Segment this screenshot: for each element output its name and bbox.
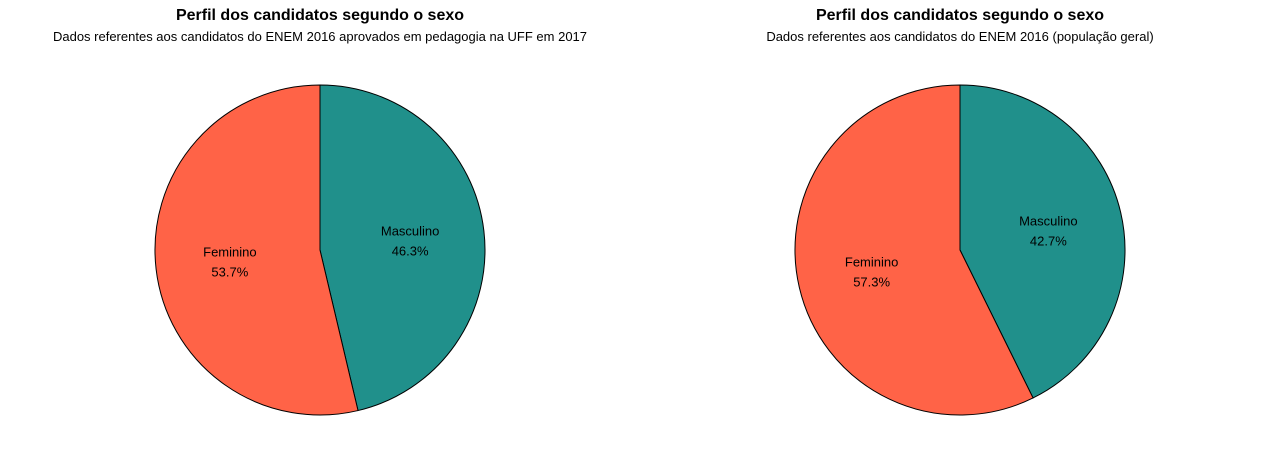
chart-subtitle: Dados referentes aos candidatos do ENEM …: [52, 29, 588, 44]
chart-title: Perfil dos candidatos segundo o sexo: [815, 7, 1105, 24]
pie-slice-feminino: [154, 84, 359, 416]
pie-plot: Masculino 46.3% Feminino 53.7%: [154, 84, 486, 416]
slice-label: Feminino: [203, 245, 256, 260]
slice-percent: 42.7%: [1030, 233, 1067, 248]
pie-chart-uff-pedagogia: Perfil dos candidatos segundo o sexo Dad…: [52, 7, 588, 416]
pie-chart-enem-geral: Perfil dos candidatos segundo o sexo Dad…: [640, 0, 1280, 457]
slice-label: Feminino: [845, 255, 898, 270]
slice-label: Masculino: [381, 223, 440, 238]
chart-subtitle: Dados referentes aos candidatos do ENEM …: [766, 29, 1154, 44]
pie-slice-masculino: [319, 84, 486, 412]
pie-slice-feminino: [794, 84, 1034, 416]
slice-percent: 53.7%: [211, 265, 248, 280]
slice-label: Masculino: [1019, 213, 1078, 228]
chart-title: Perfil dos candidatos segundo o sexo: [175, 7, 465, 24]
slice-percent: 57.3%: [853, 275, 890, 290]
pie-plot: Masculino 42.7% Feminino 57.3%: [794, 84, 1126, 416]
pie-slice-masculino: [959, 84, 1126, 399]
slice-percent: 46.3%: [392, 243, 429, 258]
